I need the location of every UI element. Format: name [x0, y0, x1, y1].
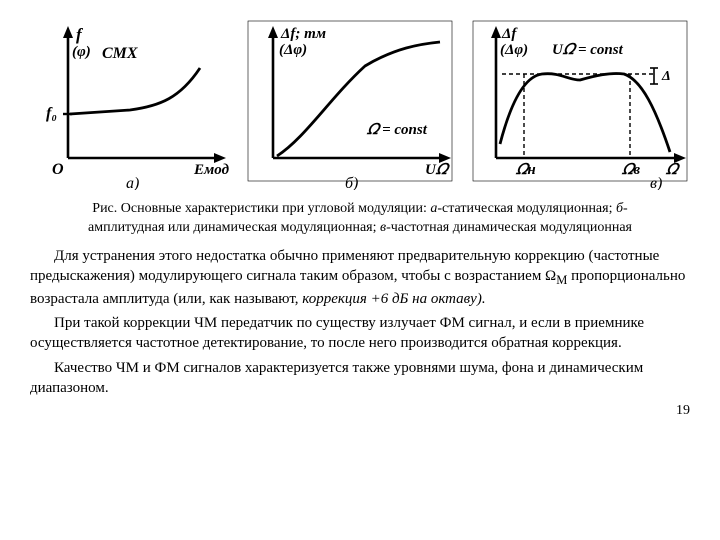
- chart-b-xlabel: U𝛺: [425, 162, 451, 178]
- paragraph-2: При такой коррекции ЧМ передатчик по сущ…: [30, 313, 690, 354]
- chart-c-ylabel: Δf: [501, 26, 518, 42]
- chart-c-xhigh: 𝛺в: [621, 162, 640, 178]
- cap-1d: б: [616, 201, 623, 216]
- cap-2a: амплитудная или динамическая модуляционн…: [88, 220, 380, 235]
- chart-a: f (φ) СМХ f₀ О Eмод а): [30, 18, 230, 190]
- chart-c: Δ Δf (Δφ) U𝛺 = const 𝛺н 𝛺в 𝛺 в): [470, 18, 690, 190]
- chart-a-panel: а): [126, 175, 139, 190]
- chart-b-panel: б): [345, 175, 358, 190]
- chart-c-xlabel: 𝛺: [665, 162, 681, 178]
- cap-1c: -статическая модуляционная;: [437, 201, 616, 216]
- paragraph-1: Для устранения этого недостатка обычно п…: [30, 246, 690, 309]
- chart-c-svg: Δ Δf (Δφ) U𝛺 = const 𝛺н 𝛺в 𝛺 в): [470, 18, 690, 190]
- p1-sub: М: [556, 273, 567, 287]
- figure-caption: Рис. Основные характеристики при угловой…: [30, 200, 690, 238]
- cap-2c: -частотная динамическая модуляционная: [386, 220, 632, 235]
- chart-b-svg: Δf; mм (Δφ) 𝛺 = const U𝛺 б): [245, 18, 455, 190]
- p2: При такой коррекции ЧМ передатчик по сущ…: [30, 315, 644, 351]
- chart-a-xlabel: Eмод: [193, 162, 230, 178]
- p3: Качество ЧМ и ФМ сигналов характеризуетс…: [30, 360, 643, 396]
- chart-b: Δf; mм (Δφ) 𝛺 = const U𝛺 б): [245, 18, 455, 190]
- chart-a-ysub: (φ): [72, 44, 91, 60]
- p1-i: коррекция +6 дБ на октаву).: [302, 291, 485, 307]
- cap-1e: -: [623, 201, 628, 216]
- paragraph-3: Качество ЧМ и ФМ сигналов характеризуетс…: [30, 358, 690, 399]
- chart-c-panel: в): [650, 175, 662, 190]
- chart-a-origin: О: [52, 161, 64, 178]
- chart-c-const: U𝛺 = const: [552, 42, 624, 58]
- chart-b-const: 𝛺 = const: [366, 122, 428, 138]
- chart-c-delta: Δ: [661, 69, 671, 84]
- chart-c-xlow: 𝛺н: [515, 162, 536, 178]
- chart-a-cmx: СМХ: [102, 45, 138, 62]
- cap-1a: Рис. Основные характеристики при угловой…: [92, 201, 430, 216]
- charts-row: f (φ) СМХ f₀ О Eмод а) Δf; mм (Δφ) 𝛺 = c…: [30, 18, 690, 190]
- chart-b-ysub: (Δφ): [279, 42, 307, 58]
- page-number: 19: [30, 402, 690, 421]
- chart-a-ylabel: f: [76, 25, 84, 44]
- chart-c-ysub: (Δφ): [500, 42, 528, 58]
- chart-b-ylabel: Δf; mм: [280, 26, 326, 42]
- chart-a-svg: f (φ) СМХ f₀ О Eмод а): [30, 18, 230, 190]
- chart-a-f0: f₀: [46, 105, 57, 122]
